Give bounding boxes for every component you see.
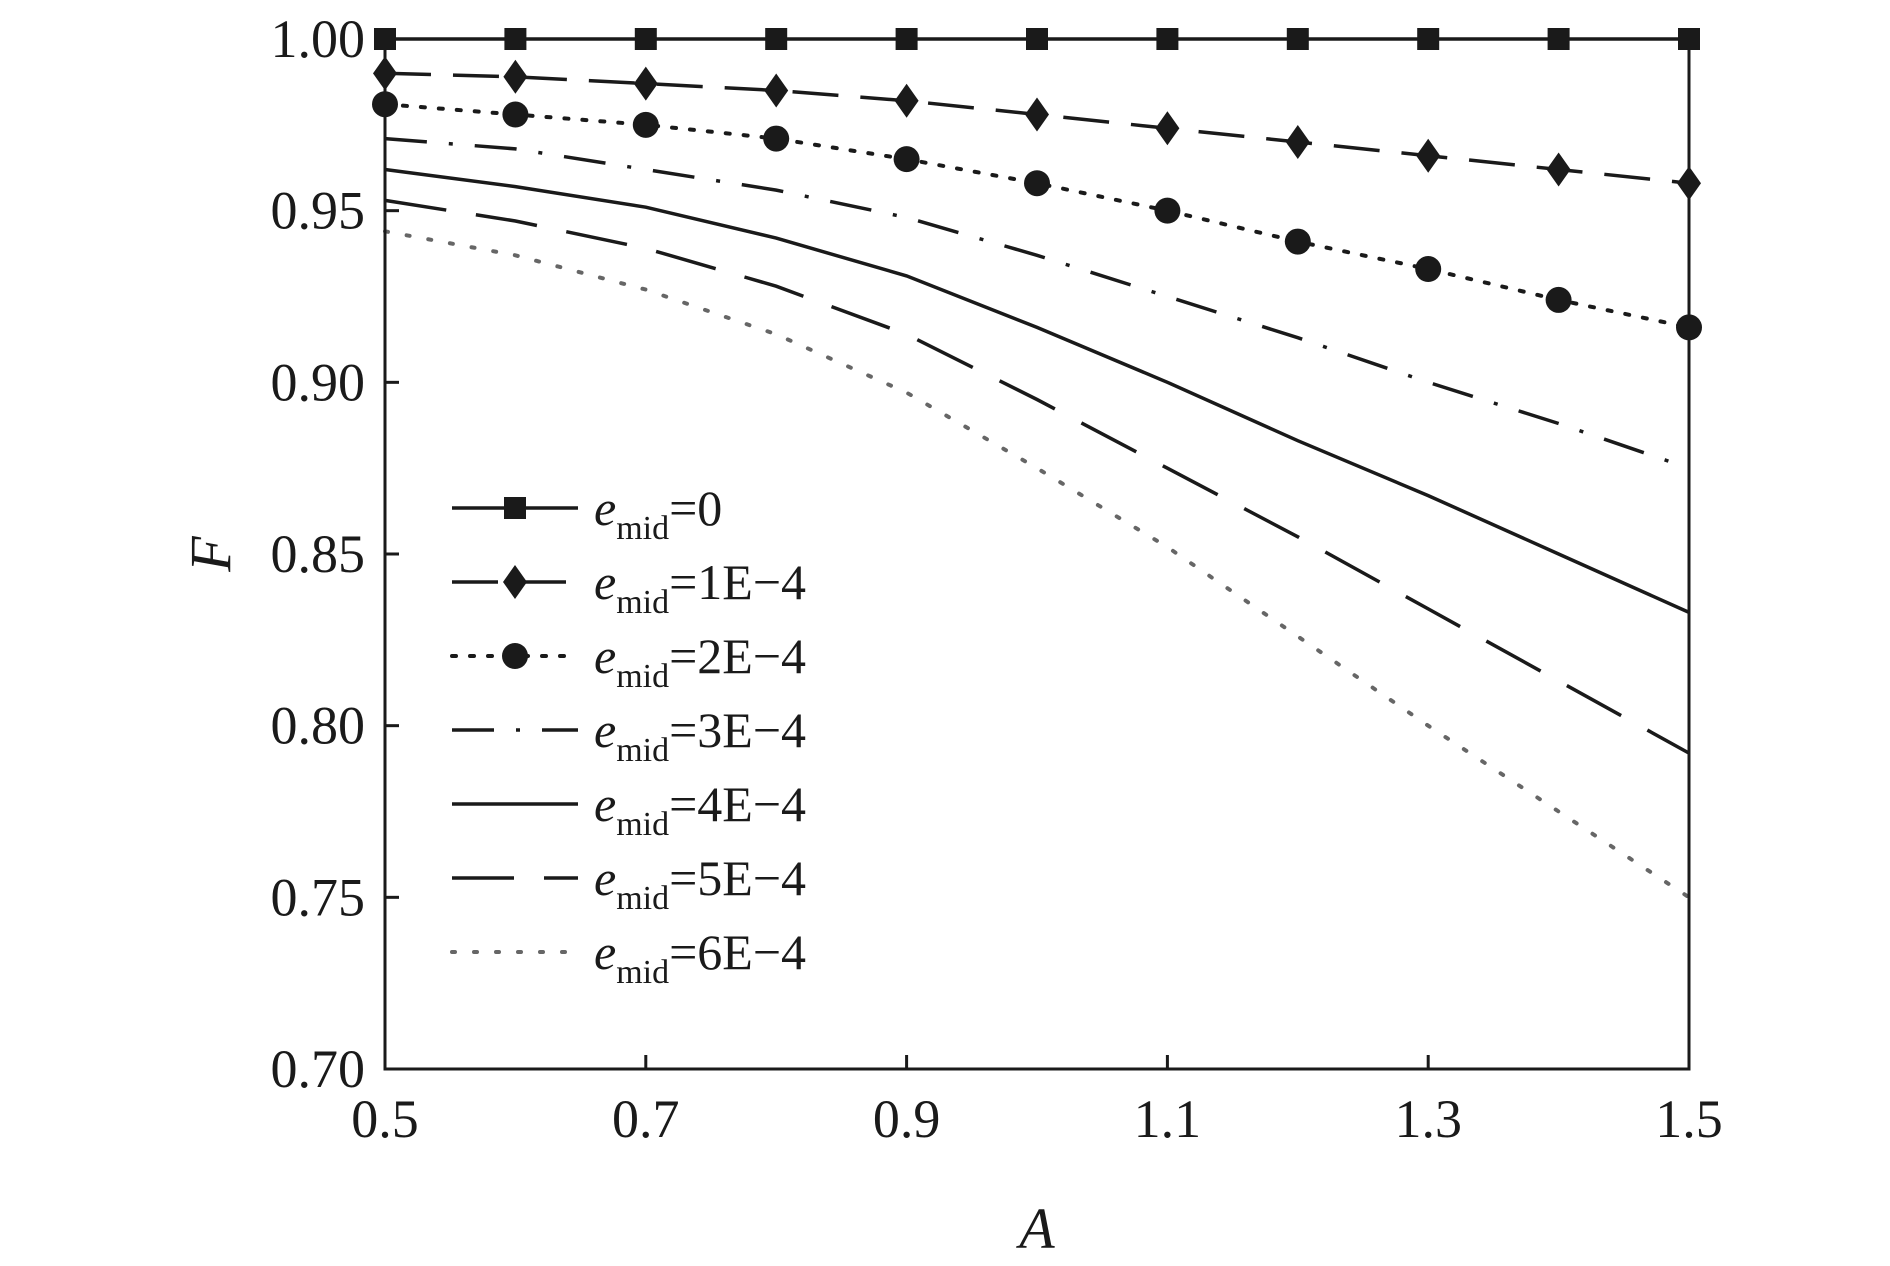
series-line-5 [384,167,1690,614]
legend-label-sub: mid [616,880,669,917]
series-3-marker [1415,256,1442,283]
y-tick-label: 0.85 [271,524,366,584]
x-tick-label: 0.9 [873,1089,941,1149]
series-3-marker [1154,197,1181,224]
y-axis-title: F [178,536,243,573]
y-tick-label: 0.90 [271,352,366,412]
legend-label-sub: mid [616,584,669,621]
legend-swatch-marker-2 [503,565,527,599]
series-2-marker [633,66,658,101]
legend-label-sub: mid [616,510,669,547]
legend-label-var: e [594,480,616,536]
series-3-marker [893,146,920,173]
x-tick-label: 1.5 [1655,1089,1723,1149]
series-line-7 [383,229,1691,900]
legend-label-3: emid=2E−4 [594,628,806,695]
x-tick-label: 0.7 [612,1089,680,1149]
x-axis-title: A [1015,1196,1055,1261]
series-3-marker [1284,228,1311,255]
series-2-marker [894,83,919,118]
x-tick-label: 0.5 [351,1089,419,1149]
tick-layer: 0.5 0.7 0.9 1.1 1.3 1.5 0.70 0.75 0.80 0.85 0.90 0.… [271,9,1723,1149]
legend-label-value: =0 [669,480,722,536]
series-2-marker [503,59,528,94]
series-2-marker [1155,111,1180,146]
legend-label-value: =6E−4 [669,924,806,980]
legend-label-6: emid=5E−4 [594,850,806,917]
legend-label-4: emid=3E−4 [594,702,806,769]
legend-label-value: =2E−4 [669,628,806,684]
legend: emid=0emid=1E−4emid=2E−4emid=3E−4emid=4E… [450,480,806,991]
y-tick-label: 0.80 [271,696,366,756]
series-2-marker [1025,97,1049,132]
series-line-3 [383,102,1691,330]
series-line-4 [384,136,1690,470]
legend-label-value: =5E−4 [669,850,806,906]
series-line-6 [384,198,1690,755]
legend-label-var: e [594,924,616,980]
series-3-marker [1545,286,1572,313]
legend-label-sub: mid [616,732,669,769]
legend-label-1: emid=0 [594,480,722,547]
series-2-marker [1416,138,1441,173]
series-2-marker [1285,125,1310,159]
legend-label-sub: mid [616,658,669,695]
legend-label-var: e [594,850,616,906]
legend-label-7: emid=6E−4 [594,924,806,991]
legend-label-var: e [594,554,616,610]
legend-label-2: emid=1E−4 [594,554,806,621]
y-tick-label: 0.95 [271,181,366,241]
series-3-marker [1024,170,1050,197]
series-2-marker [1546,152,1571,187]
legend-label-value: =3E−4 [669,702,806,758]
legend-swatch-marker-3 [502,643,528,669]
y-tick-label: 0.70 [271,1039,366,1099]
series-3-marker [502,101,529,128]
series-3-marker [632,111,659,138]
legend-label-sub: mid [616,806,669,843]
y-tick-label: 1.00 [271,9,366,69]
legend-label-var: e [594,702,616,758]
legend-label-5: emid=4E−4 [594,776,806,843]
y-tick-label: 0.75 [271,867,366,927]
series-3-marker [763,125,790,152]
legend-label-value: =1E−4 [669,554,806,610]
series-2-marker [764,73,789,108]
x-tick-label: 1.1 [1134,1089,1202,1149]
legend-label-sub: mid [616,954,669,991]
x-tick-label: 1.3 [1394,1089,1462,1149]
legend-label-var: e [594,628,616,684]
legend-label-value: =4E−4 [669,776,806,832]
legend-label-var: e [594,776,616,832]
legend-swatch-marker-1 [504,497,526,519]
